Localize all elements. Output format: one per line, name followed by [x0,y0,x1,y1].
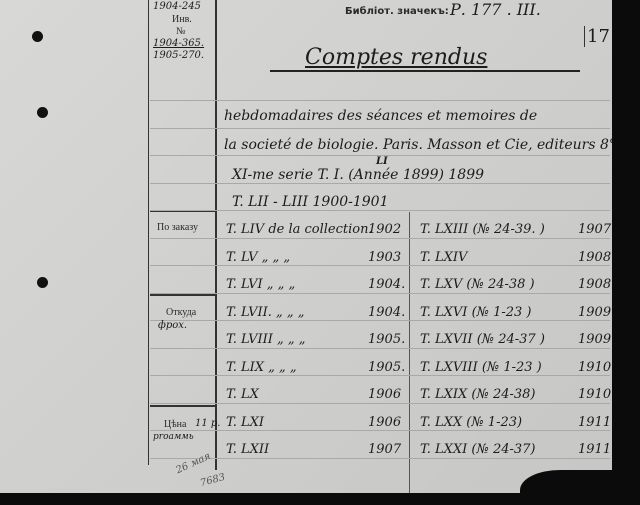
source-label: Откуда [166,307,197,318]
punch-hole [37,277,48,288]
volume-year: 1904. [368,277,406,292]
volume-year: 1902 [368,222,402,237]
volume-year: 1908 [578,277,612,292]
source-value: фрох. [158,320,188,331]
top-note: 1904-245 [153,1,201,12]
volume-label: T. LVIII „ „ „ [226,332,306,347]
volume-year: 1907 [368,442,402,457]
order-label: По заказу [157,222,198,233]
volume-year: 1909 [578,332,612,347]
separator [150,294,215,296]
volume-year: 1904. [368,305,406,320]
ruled-line [150,403,610,404]
description-line: la societé de biologie. Paris. Masson et… [224,137,616,153]
volume-label: T. LXIX (№ 24-38) [420,387,536,402]
torn-edge [612,0,640,505]
call-number-label: Библiот. значекъ: [345,6,449,17]
volume-year: 1910. [578,387,616,402]
volume-label: T. LXXI (№ 24-37) [420,442,536,457]
volume-year: 1910 [578,360,612,375]
volume-year: 1903 [368,250,402,265]
volume-label: T. LXI [226,415,265,430]
volume-label: T. LVII. „ „ „ [226,305,305,320]
volume-year: 1909 [578,305,612,320]
ruled-line [150,320,610,321]
ruled-line [150,183,610,184]
torn-edge [0,493,640,505]
description-line: XI-me serie T. I. (Année 1899) 1899 [232,167,485,183]
price-value: 11 р. [195,418,221,429]
punch-hole [32,31,43,42]
ruled-line [150,128,610,129]
ruled-line [150,265,610,266]
separator [150,405,215,407]
volume-label: T. LXIII (№ 24-39. ) [420,222,545,237]
superscript-note: LI [376,156,388,167]
title-underline [270,70,580,72]
description-line: T. LII - LIII 1900-1901 [232,194,389,210]
ruled-line [150,238,610,239]
price-label: Цѣна [164,419,187,430]
ruled-line [150,348,610,349]
column-rule [409,212,410,502]
inv-number: 1905-270. [153,50,205,61]
volume-label: T. LIV de la collection. [226,222,373,237]
volume-year: 1906 [368,387,402,402]
ruled-line [150,375,610,376]
volume-year: 1911 [578,415,612,430]
volume-label: T. LXII [226,442,270,457]
separator [150,210,215,212]
volume-label: T. LX [226,387,259,402]
volume-year: 1905. [368,332,406,347]
call-number-value: Р. 177 . III. [450,0,541,19]
catalog-card: 1904-245 Инв. № 1904-365. 1905-270. По з… [0,0,626,502]
volume-year: 1905. [368,360,406,375]
volume-year: 1908 [578,250,612,265]
ruled-line [150,430,610,431]
volume-label: T. LIX „ „ „ [226,360,297,375]
bottom-note: 26 мая [174,450,213,477]
ruled-line [150,100,610,101]
column-rule [215,0,217,470]
volume-label: T. LXV (№ 24-38 ) [420,277,535,292]
description-line: hebdomadaires des séances et memoires de [224,108,538,124]
column-rule [148,0,149,465]
bottom-note: 7683 [199,471,227,490]
volume-year: 1906 [368,415,402,430]
volume-label: T. LXVII (№ 24-37 ) [420,332,545,347]
volume-label: T. LXVIII (№ 1-23 ) [420,360,542,375]
inv-number: 1904-365. [153,38,205,49]
volume-year: 1911 [578,442,612,457]
volume-label: T. LXX (№ 1-23) [420,415,523,430]
volume-label: T. LXVI (№ 1-23 ) [420,305,532,320]
volume-label: T. LXIV [420,250,468,265]
volume-label: T. LV „ „ „ [226,250,291,265]
no-label: № [176,26,186,37]
volume-year: 1907 [578,222,612,237]
price-note: рrоаммь [153,432,194,442]
punch-hole [37,107,48,118]
ruled-line [150,210,610,211]
ruled-line [150,155,610,156]
ruled-line [150,458,610,459]
title: Comptes rendus [305,45,488,70]
ruled-line [150,293,610,294]
volume-label: T. LVI „ „ „ [226,277,296,292]
inv-label: Инв. [172,14,192,25]
